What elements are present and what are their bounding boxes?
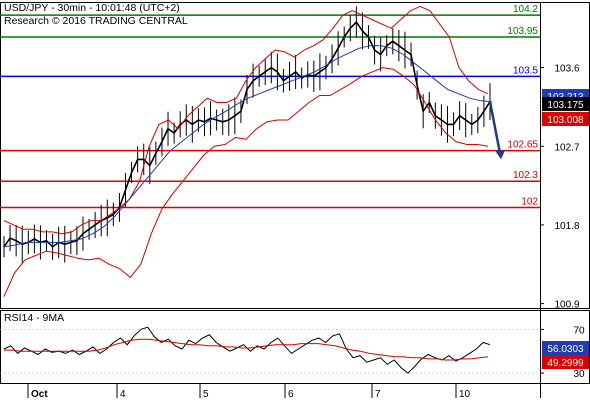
upper-band-line (3, 5, 489, 235)
value-tag-label: 103.175 (547, 100, 584, 111)
moving-average-line (3, 45, 493, 248)
rsi-value-tag-label: 49.2999 (547, 358, 584, 369)
value-tag-label: 103.008 (547, 115, 584, 126)
level-label: 102.65 (507, 140, 538, 151)
level-label: 104.2 (513, 4, 538, 15)
rsi-value-tag-box (542, 355, 589, 369)
level-label: 102.3 (513, 170, 538, 181)
rsi-y-tick-label: 30 (573, 369, 585, 380)
x-tick-label: 7 (375, 389, 381, 400)
y-tick-label: 102.7 (554, 142, 579, 153)
rsi-series-layer (0, 326, 540, 374)
rsi-ma-line (4, 338, 489, 361)
x-tick-label: 4 (120, 389, 126, 400)
horizontal-levels: 104.2 103.95 103.5 102.65 102.3 102 (0, 4, 540, 209)
level-label: 102 (521, 196, 538, 207)
x-tick-label: 5 (203, 389, 209, 400)
value-tag-box (542, 112, 589, 126)
chart-subtitle: Research © 2016 TRADING CENTRAL (4, 15, 188, 27)
lower-band-line (3, 67, 489, 297)
rsi-value-tag-label: 56.0303 (547, 344, 584, 355)
rsi-y-tick-label: 70 (573, 325, 585, 336)
rsi-value-tag-box (542, 341, 589, 355)
y-tick-label: 101.8 (554, 221, 579, 232)
level-label: 103.95 (507, 26, 538, 37)
y-tick-label: 100.9 (554, 300, 579, 311)
forecast-arrow-head (495, 150, 505, 160)
x-tick-label: 10 (459, 389, 471, 400)
titles-layer: USD/JPY - 30min - 10:01:48 (UTC+2) Resea… (4, 2, 188, 324)
y-tick-label: 103.6 (554, 64, 579, 75)
forecast-arrow-shaft (488, 101, 502, 154)
level-label: 103.5 (513, 65, 538, 76)
chart-title: USD/JPY - 30min - 10:01:48 (UTC+2) (4, 2, 180, 14)
axes-layer: 101.8 102.7 103.6 100.9 30 70 Oct 4 5 6 7 10 (27, 64, 585, 400)
rsi-title: RSI14 - 9MA (4, 312, 64, 324)
x-tick-label: Oct (31, 389, 48, 400)
price-series-layer (3, 5, 505, 297)
x-tick-label: 6 (288, 389, 294, 400)
value-tag-box (542, 97, 589, 111)
